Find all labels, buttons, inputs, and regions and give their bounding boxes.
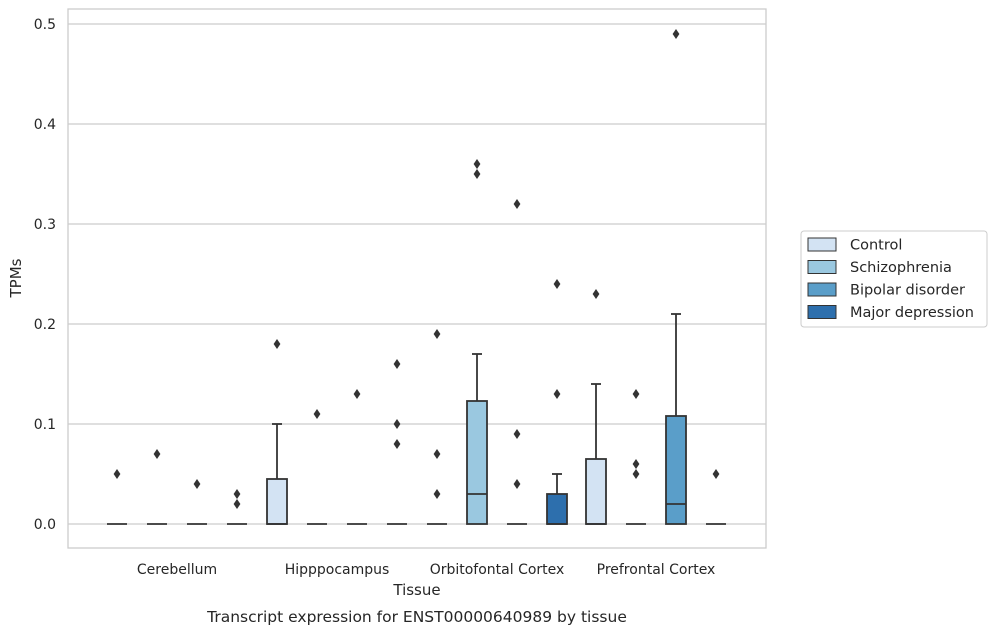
x-axis-title: Tissue — [392, 581, 440, 599]
outlier-point — [473, 169, 481, 179]
box-body — [466, 400, 488, 525]
y-tick-label: 0.0 — [34, 517, 56, 533]
box-body — [546, 493, 568, 525]
outlier-point — [473, 159, 481, 169]
y-tick-label: 0.3 — [34, 217, 56, 233]
y-tick-label: 0.2 — [34, 317, 56, 333]
box-bipolar-disorder-hipppocampus — [347, 389, 367, 525]
legend-frame — [800, 230, 988, 328]
outlier-point — [513, 429, 521, 439]
outlier-point — [632, 469, 640, 479]
legend-swatch — [807, 237, 837, 252]
legend-swatch — [807, 305, 837, 319]
box-body — [585, 458, 607, 525]
box-control-orbitofontal-cortex — [427, 329, 447, 525]
box-control-cerebellum — [107, 469, 127, 525]
box-schizophrenia-cerebellum — [147, 449, 167, 525]
box-schizophrenia-orbitofontal-cortex — [466, 159, 488, 525]
legend-swatch — [807, 260, 837, 274]
outlier-point — [632, 389, 640, 399]
box-schizophrenia-prefrontal-cortex — [626, 389, 646, 525]
outlier-point — [433, 329, 441, 339]
legend: Control Schizophrenia Bipolar disorder Majo… — [800, 230, 988, 328]
box-major-depression-orbitofontal-cortex — [546, 279, 568, 525]
legend-label: Bipolar disorder — [850, 283, 965, 299]
y-tick-label: 0.4 — [34, 117, 56, 133]
x-tick-label: Hipppocampus — [285, 562, 390, 578]
outlier-point — [632, 459, 640, 469]
outlier-point — [513, 479, 521, 489]
chart-caption: Transcript expression for ENST0000064098… — [206, 608, 627, 626]
outlier-point — [233, 489, 241, 499]
outlier-point — [393, 419, 401, 429]
x-tick-label: Prefrontal Cortex — [597, 562, 716, 578]
outlier-point — [553, 389, 561, 399]
box-bipolar-disorder-cerebellum — [187, 479, 207, 525]
legend-label: Schizophrenia — [850, 260, 952, 276]
box-control-hipppocampus — [266, 339, 288, 525]
x-tick-label: Orbitofontal Cortex — [430, 562, 565, 578]
box-major-depression-hipppocampus — [387, 359, 407, 525]
outlier-point — [313, 409, 321, 419]
outlier-point — [592, 289, 600, 299]
outlier-point — [433, 489, 441, 499]
legend-label: Control — [850, 238, 902, 254]
y-axis-title: TPMs — [7, 258, 25, 298]
outlier-point — [153, 449, 161, 459]
box-body — [266, 478, 288, 525]
outlier-point — [513, 199, 521, 209]
grid-lines — [68, 23, 766, 525]
legend-swatch — [807, 282, 837, 297]
box-series — [107, 29, 726, 525]
outlier-point — [273, 339, 281, 349]
outlier-point — [393, 359, 401, 369]
outlier-point — [353, 389, 361, 399]
box-schizophrenia-hipppocampus — [307, 409, 327, 525]
y-tick-label: 0.1 — [34, 417, 56, 433]
x-tick-label: Cerebellum — [137, 562, 217, 578]
outlier-point — [553, 279, 561, 289]
outlier-point — [712, 469, 720, 479]
box-major-depression-cerebellum — [227, 489, 247, 525]
legend-label: Major depression — [850, 305, 974, 321]
y-tick-label: 0.5 — [34, 17, 56, 33]
outlier-point — [393, 439, 401, 449]
box-body — [665, 415, 687, 525]
box-bipolar-disorder-prefrontal-cortex — [665, 29, 687, 525]
y-axis-ticks: 0.0 0.1 0.2 0.3 0.4 0.5 — [34, 17, 56, 533]
outlier-point — [672, 29, 680, 39]
box-bipolar-disorder-orbitofontal-cortex — [507, 199, 527, 525]
outlier-point — [113, 469, 121, 479]
box-major-depression-prefrontal-cortex — [706, 469, 726, 525]
x-axis-ticks: Cerebellum Hipppocampus Orbitofontal Corte… — [137, 562, 715, 578]
plot-frame — [67, 8, 767, 549]
box-control-prefrontal-cortex — [585, 289, 607, 525]
outlier-point — [193, 479, 201, 489]
outlier-point — [233, 499, 241, 509]
outlier-point — [433, 449, 441, 459]
